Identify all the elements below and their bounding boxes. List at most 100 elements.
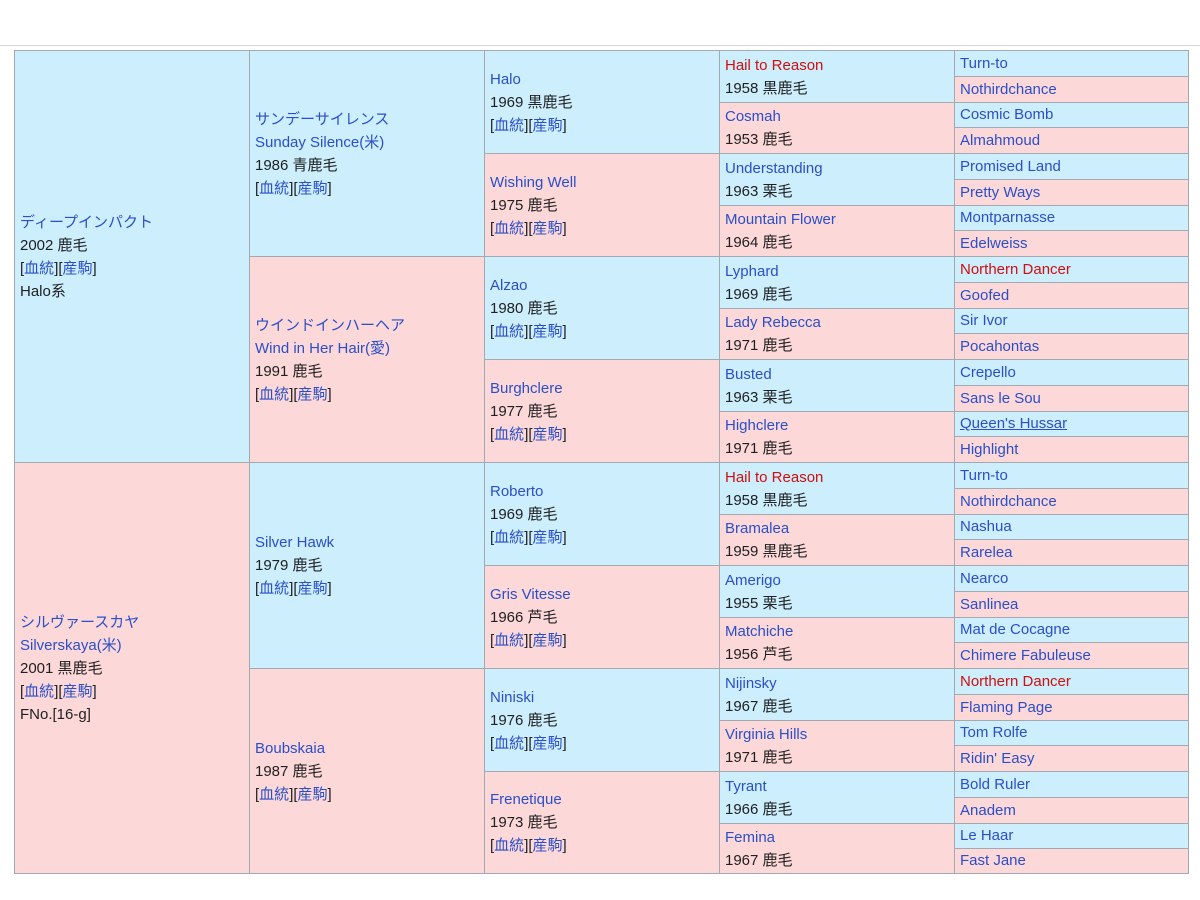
horse-name-link[interactable]: Northern Dancer [960,260,1071,278]
horse-name-link[interactable]: Pretty Ways [960,183,1041,201]
horse-name-link[interactable]: Nothirdchance [960,80,1057,98]
pedigree-link[interactable]: 血統 [494,322,525,340]
progeny-link[interactable]: 産駒 [297,385,328,403]
pedigree-link[interactable]: 血統 [494,528,525,546]
progeny-link[interactable]: 産駒 [532,322,563,340]
progeny-link[interactable]: 産駒 [297,179,328,197]
horse-name-link[interactable]: シルヴァースカヤ [20,613,140,631]
horse-name-link[interactable]: Highlight [960,440,1019,458]
pedigree-line: Nijinsky [725,672,949,695]
horse-name-link[interactable]: Montparnasse [960,209,1056,226]
horse-name-link[interactable]: Wishing Well [490,173,577,191]
horse-name-link[interactable]: Busted [725,365,772,383]
horse-name-link[interactable]: ディープインパクト [20,213,154,231]
horse-name-link[interactable]: Northern Dancer [960,672,1071,690]
pedigree-link[interactable]: 血統 [259,785,290,803]
horse-name-link[interactable]: Frenetique [490,791,562,808]
pedigree-links: [血統][産駒] [490,219,567,237]
horse-name-link[interactable]: Ridin' Easy [960,749,1035,767]
horse-name-link[interactable]: Mat de Cocagne [960,621,1071,638]
horse-name-link[interactable]: Queen's Hussar [960,415,1068,432]
horse-name-link[interactable]: Le Haar [960,827,1014,844]
horse-name-link[interactable]: Hail to Reason [725,56,824,74]
pedigree-line: シルヴァースカヤ [20,611,244,634]
pedigree-line: Pocahontas [960,337,1183,357]
horse-name-link[interactable]: Lady Rebecca [725,314,821,331]
progeny-link[interactable]: 産駒 [297,580,328,597]
horse-name-link[interactable]: Crepello [960,363,1016,381]
pedigree-link[interactable]: 血統 [494,837,525,854]
progeny-link[interactable]: 産駒 [532,734,563,752]
progeny-link[interactable]: 産駒 [532,837,563,854]
horse-name-link[interactable]: Niniski [490,688,535,706]
horse-name-link[interactable]: Alzao [490,276,528,294]
progeny-link[interactable]: 産駒 [532,528,563,546]
horse-name-link[interactable]: Silverskaya(米) [20,636,122,654]
horse-name-link[interactable]: Pocahontas [960,337,1040,355]
horse-name-link[interactable]: Sans le Sou [960,389,1041,407]
pedigree-link[interactable]: 血統 [494,219,525,237]
horse-name-link[interactable]: Bold Ruler [960,775,1031,793]
pedigree-link[interactable]: 血統 [494,631,525,649]
horse-name-link[interactable]: Nothirdchance [960,492,1057,510]
horse-name-link[interactable]: Understanding [725,159,823,177]
progeny-link[interactable]: 産駒 [62,682,93,700]
progeny-link[interactable]: 産駒 [532,425,563,443]
horse-name-link[interactable]: Nashua [960,518,1012,535]
pedigree-link[interactable]: 血統 [494,425,525,443]
horse-name-link[interactable]: Tyrant [725,777,767,795]
horse-name-link[interactable]: Cosmah [725,108,781,125]
pedigree-link[interactable]: 血統 [24,682,55,700]
horse-name-link[interactable]: Hail to Reason [725,468,824,486]
horse-name-link[interactable]: Gris Vitesse [490,585,571,603]
pedigree-link[interactable]: 血統 [259,385,290,403]
horse-name-link[interactable]: サンデーサイレンス [255,110,390,128]
pedigree-link[interactable]: 血統 [259,179,290,197]
horse-name-link[interactable]: Highclere [725,417,789,434]
horse-name-link[interactable]: Cosmic Bomb [960,106,1054,123]
horse-name-link[interactable]: Sunday Silence(米) [255,133,385,151]
horse-name-link[interactable]: Turn-to [960,54,1008,72]
horse-name-link[interactable]: Lyphard [725,262,779,280]
horse-name-link[interactable]: Virginia Hills [725,726,808,743]
horse-name-link[interactable]: Goofed [960,286,1010,304]
horse-info: 1977 鹿毛 [490,402,558,420]
horse-name-link[interactable]: Edelweiss [960,234,1028,252]
progeny-link[interactable]: 産駒 [62,259,93,277]
horse-name-link[interactable]: Matchiche [725,623,794,640]
horse-name-link[interactable]: Nijinsky [725,674,777,692]
horse-name-link[interactable]: Bramalea [725,520,790,537]
horse-name-link[interactable]: Flaming Page [960,698,1053,716]
horse-name-link[interactable]: Amerigo [725,571,781,589]
pedigree-cell-g5-16: Highlight [955,437,1188,462]
horse-name-link[interactable]: Chimere Fabuleuse [960,646,1091,664]
progeny-link[interactable]: 産駒 [532,219,563,237]
horse-name-link[interactable]: Rarelea [960,543,1013,561]
horse-name-link[interactable]: Wind in Her Hair(愛) [255,339,391,357]
horse-name-link[interactable]: Nearco [960,569,1009,587]
horse-info: 1967 鹿毛 [725,851,793,869]
horse-name-link[interactable]: Mountain Flower [725,211,836,228]
horse-name-link[interactable]: Boubskaia [255,739,326,757]
horse-name-link[interactable]: Promised Land [960,157,1061,175]
horse-name-link[interactable]: Silver Hawk [255,534,335,551]
horse-name-link[interactable]: Halo [490,70,521,88]
pedigree-link[interactable]: 血統 [24,259,55,277]
horse-name-link[interactable]: Turn-to [960,466,1008,484]
horse-name-link[interactable]: Tom Rolfe [960,724,1028,741]
horse-name-link[interactable]: Sir Ivor [960,312,1008,329]
pedigree-link[interactable]: 血統 [494,734,525,752]
progeny-link[interactable]: 産駒 [297,785,328,803]
horse-name-link[interactable]: Anadem [960,801,1016,819]
progeny-link[interactable]: 産駒 [532,116,563,134]
horse-name-link[interactable]: Burghclere [490,379,563,397]
horse-name-link[interactable]: Fast Jane [960,852,1026,869]
horse-name-link[interactable]: Sanlinea [960,595,1019,613]
horse-name-link[interactable]: Femina [725,828,776,846]
horse-name-link[interactable]: Roberto [490,482,544,500]
horse-name-link[interactable]: ウインドインハーヘア [255,316,406,334]
pedigree-link[interactable]: 血統 [259,580,290,597]
pedigree-link[interactable]: 血統 [494,116,525,134]
horse-name-link[interactable]: Almahmoud [960,131,1041,149]
progeny-link[interactable]: 産駒 [532,631,563,649]
